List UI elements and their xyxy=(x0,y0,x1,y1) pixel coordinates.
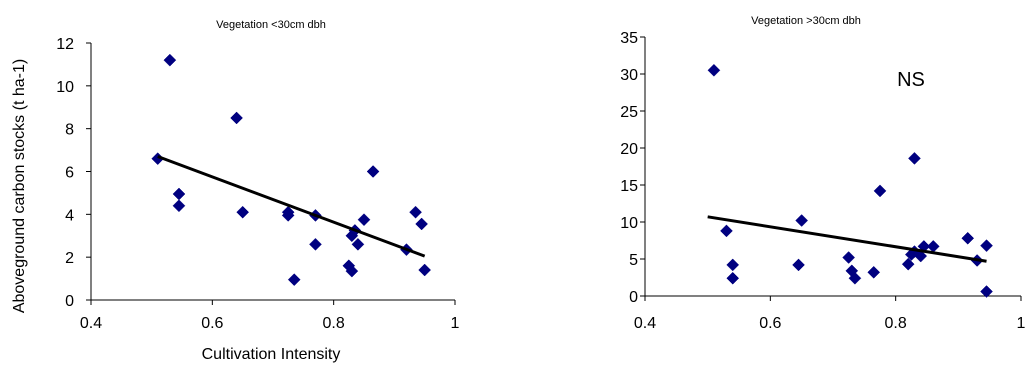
data-point xyxy=(281,209,295,222)
data-point xyxy=(867,265,881,279)
data-point xyxy=(873,184,887,198)
chart-right-title: Vegetation >30cm dbh xyxy=(751,15,861,27)
data-point xyxy=(345,264,359,278)
data-point xyxy=(914,249,928,263)
trendline xyxy=(157,155,426,258)
chart-right-ytick-label: 25 xyxy=(620,104,638,121)
data-point xyxy=(908,152,921,165)
data-point xyxy=(418,263,432,277)
chart-left-ytick-label: 8 xyxy=(65,122,74,139)
data-point xyxy=(172,199,186,213)
data-point xyxy=(848,271,862,285)
data-point xyxy=(842,251,856,264)
chart-left-ytick-label: 12 xyxy=(56,36,74,53)
chart-left-ytick-label: 2 xyxy=(65,250,74,267)
data-point xyxy=(230,111,243,125)
chart-left-xtick-label: 0.8 xyxy=(323,315,345,332)
data-point xyxy=(236,205,250,219)
chart-right-xtick-label: 0.8 xyxy=(885,315,907,332)
chart-left-ylabel: Aboveground carbon stocks (t ha-1) xyxy=(11,59,28,313)
data-point xyxy=(792,258,805,272)
data-point xyxy=(795,214,809,227)
data-point xyxy=(980,285,993,298)
chart-right-xtick-label: 0.6 xyxy=(759,315,781,332)
data-point xyxy=(415,217,428,231)
chart-left-xtick-label: 1 xyxy=(451,315,460,332)
chart-left-title: Vegetation <30cm dbh xyxy=(216,19,326,31)
chart-right-ytick-label: 20 xyxy=(620,141,638,158)
chart-left: Vegetation <30cm dbh Aboveground carbon … xyxy=(11,19,460,363)
data-point xyxy=(351,237,365,251)
chart-right-ytick-label: 35 xyxy=(620,30,638,47)
data-point xyxy=(357,213,371,227)
data-point xyxy=(901,257,915,271)
chart-right-ytick-label: 30 xyxy=(620,67,638,84)
data-point xyxy=(707,63,721,77)
chart-right-ytick-label: 0 xyxy=(629,289,638,306)
chart-left-ytick-label: 4 xyxy=(65,207,74,224)
chart-left-xtick-label: 0.6 xyxy=(201,315,223,332)
data-point xyxy=(163,53,177,67)
chart-right-ytick-label: 15 xyxy=(620,178,638,195)
chart-right: Vegetation >30cm dbh NS 0 5 10 15 20 25 30 35 0.… xyxy=(620,15,1025,332)
data-point xyxy=(366,165,380,178)
chart-right-ytick-label: 10 xyxy=(620,215,638,232)
chart-left-ytick-label: 6 xyxy=(65,165,74,182)
chart-left-ytick-label: 0 xyxy=(65,293,74,310)
trendline xyxy=(707,215,987,263)
data-point xyxy=(980,239,993,253)
chart-right-xtick-label: 1 xyxy=(1017,315,1026,332)
data-point xyxy=(726,258,740,272)
data-point xyxy=(720,224,733,238)
data-point xyxy=(726,271,740,285)
data-point xyxy=(309,237,322,251)
chart-left-xtick-label: 0.4 xyxy=(80,315,102,332)
data-point xyxy=(172,187,186,201)
chart-left-ytick-label: 10 xyxy=(56,79,74,96)
chart-right-annotation: NS xyxy=(897,69,925,91)
chart-right-xtick-label: 0.4 xyxy=(634,315,656,332)
data-point xyxy=(961,231,975,245)
chart-left-xlabel: Cultivation Intensity xyxy=(202,346,341,363)
data-point xyxy=(409,205,422,219)
chart-right-ytick-label: 5 xyxy=(629,252,638,269)
data-point xyxy=(287,273,301,287)
